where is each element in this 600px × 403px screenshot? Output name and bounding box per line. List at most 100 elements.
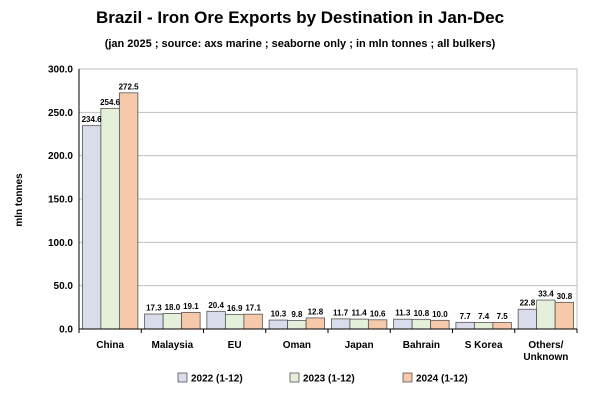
bar bbox=[118, 92, 139, 330]
bar bbox=[268, 319, 289, 330]
bar bbox=[100, 107, 120, 330]
bar bbox=[162, 312, 183, 330]
y-tick-label: 50.0 bbox=[54, 281, 74, 292]
data-label: 17.1 bbox=[245, 304, 261, 313]
data-label: 19.1 bbox=[183, 302, 199, 311]
data-label-bg bbox=[306, 306, 325, 316]
x-tick-label: EU bbox=[228, 340, 242, 351]
bar bbox=[367, 319, 388, 330]
data-label: 22.8 bbox=[520, 299, 536, 308]
x-tick-label: Japan bbox=[345, 340, 374, 351]
x-tick-label: China bbox=[96, 340, 124, 351]
y-tick-label: 300.0 bbox=[48, 65, 73, 76]
bar bbox=[330, 318, 351, 330]
bar bbox=[243, 313, 263, 330]
data-label: 234.6 bbox=[82, 115, 103, 124]
legend-swatch bbox=[402, 372, 413, 383]
data-label-bg bbox=[145, 303, 163, 313]
y-tick-label: 200.0 bbox=[48, 151, 73, 162]
y-tick-label: 250.0 bbox=[48, 108, 73, 119]
data-label: 11.3 bbox=[395, 309, 411, 318]
bar bbox=[517, 308, 538, 330]
data-label-bg bbox=[269, 309, 288, 319]
data-label: 10.6 bbox=[370, 309, 386, 318]
x-tick-label: S Korea bbox=[465, 340, 503, 351]
data-label-bg bbox=[101, 97, 119, 107]
data-label-bg bbox=[288, 309, 306, 319]
data-label-bg bbox=[368, 308, 387, 318]
data-label-bg bbox=[412, 308, 431, 318]
data-label: 11.7 bbox=[333, 308, 349, 317]
bar bbox=[411, 319, 432, 330]
y-axis-label: mln tonnes bbox=[14, 173, 25, 227]
bar bbox=[305, 317, 326, 330]
data-label: 18.0 bbox=[165, 303, 181, 312]
data-label: 16.9 bbox=[227, 304, 243, 313]
data-label: 20.4 bbox=[208, 301, 224, 310]
legend-swatch bbox=[177, 372, 188, 383]
data-label: 30.8 bbox=[557, 292, 573, 301]
data-label: 12.8 bbox=[308, 307, 324, 316]
x-tick-label: Malaysia bbox=[152, 340, 194, 351]
data-label-bg bbox=[518, 298, 537, 308]
bar bbox=[144, 313, 164, 330]
y-tick-label: 150.0 bbox=[48, 195, 73, 206]
legend-entry: 2023 (1-12) bbox=[303, 374, 355, 385]
data-label-bg bbox=[163, 302, 182, 312]
y-tick-label: 100.0 bbox=[48, 238, 73, 249]
data-label-bg bbox=[456, 311, 474, 321]
data-label-bg bbox=[431, 309, 449, 319]
bar bbox=[287, 320, 307, 330]
bar bbox=[181, 312, 201, 330]
legend: 2022 (1-12) 2023 (1-12) 2024 (1-12) bbox=[177, 372, 468, 385]
x-tick-label: Bahrain bbox=[403, 340, 440, 351]
data-label: 272.5 bbox=[119, 82, 140, 91]
data-label-bg bbox=[119, 81, 138, 91]
data-label: 17.3 bbox=[146, 304, 162, 313]
data-label: 10.3 bbox=[271, 310, 287, 319]
bar bbox=[349, 318, 369, 330]
data-label-bg bbox=[225, 303, 244, 313]
axes: 0.0 50.0 100.0 150.0 200.0 250.0 300.0 China Mal… bbox=[48, 65, 578, 363]
x-tick-label: Others/Unknown bbox=[523, 340, 568, 363]
bar bbox=[393, 318, 413, 330]
bar bbox=[536, 299, 556, 330]
data-label: 11.4 bbox=[352, 309, 368, 318]
data-label-bg bbox=[350, 308, 368, 318]
bars bbox=[81, 92, 575, 330]
legend-entry: 2022 (1-12) bbox=[191, 374, 243, 385]
bar bbox=[224, 313, 245, 330]
legend-entry: 2024 (1-12) bbox=[416, 374, 468, 385]
data-label-bg bbox=[331, 307, 350, 317]
bar bbox=[492, 322, 512, 330]
data-label: 10.8 bbox=[414, 309, 430, 318]
data-label-bg bbox=[82, 114, 101, 124]
data-label: 7.4 bbox=[478, 312, 490, 321]
chart-subtitle: (jan 2025 ; source: axs marine ; seaborn… bbox=[104, 38, 496, 50]
data-label-bg bbox=[493, 311, 511, 321]
legend-swatch bbox=[289, 372, 300, 383]
data-label-bg bbox=[394, 308, 412, 318]
gridlines bbox=[79, 68, 577, 330]
bar bbox=[554, 301, 575, 330]
data-label-bg bbox=[244, 303, 262, 313]
data-label: 33.4 bbox=[538, 290, 554, 299]
bar bbox=[455, 321, 475, 330]
data-label: 7.7 bbox=[460, 312, 472, 321]
data-label-bg bbox=[555, 291, 574, 301]
data-label-bg bbox=[537, 289, 555, 299]
chart-title: Brazil - Iron Ore Exports by Destination… bbox=[95, 8, 505, 27]
data-label: 10.0 bbox=[432, 310, 448, 319]
data-label: 9.8 bbox=[291, 310, 303, 319]
data-label: 254.6 bbox=[100, 98, 121, 107]
data-label: 7.5 bbox=[497, 312, 509, 321]
y-tick-label: 0.0 bbox=[59, 325, 73, 336]
x-tick-label: Oman bbox=[283, 340, 311, 351]
bar bbox=[206, 310, 226, 330]
bar bbox=[430, 319, 450, 330]
bar bbox=[81, 125, 102, 330]
data-label-bg bbox=[182, 301, 200, 311]
data-label-bg bbox=[207, 300, 225, 310]
data-labels: 234.6 254.6 272.5 17.3 18.0 19.1 20.4 16.9 17.1 1… bbox=[82, 81, 574, 321]
